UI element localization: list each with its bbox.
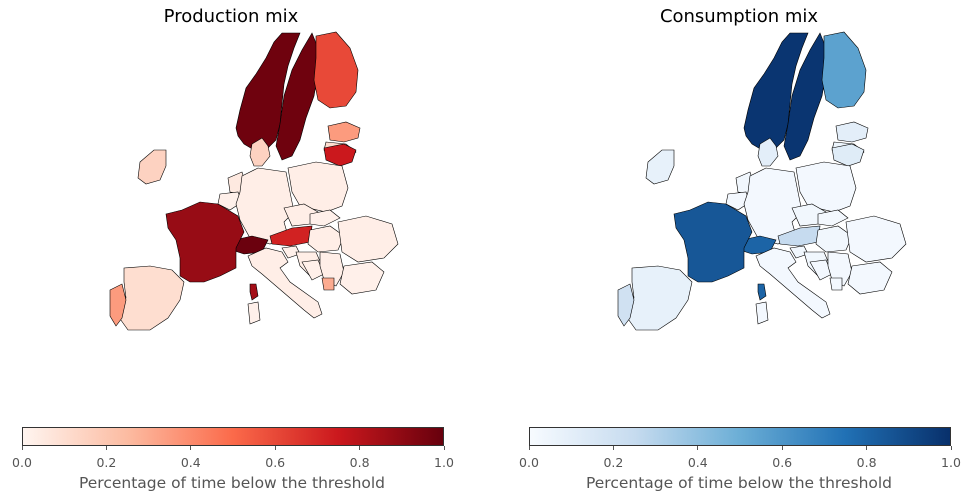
colorbar-tick-mark bbox=[359, 446, 361, 450]
country-lithuania bbox=[831, 143, 865, 167]
colorbar-tick-mark bbox=[443, 446, 445, 450]
colorbar-tick-mark bbox=[21, 446, 23, 450]
colorbar-tick-label: 0.6 bbox=[772, 455, 793, 470]
country-spain bbox=[117, 265, 185, 331]
colorbar-tick-mark bbox=[528, 446, 530, 450]
country-ireland bbox=[137, 149, 167, 185]
production-colorbar bbox=[22, 427, 444, 446]
country-serbia bbox=[827, 251, 853, 287]
country-montenegro bbox=[321, 277, 335, 291]
country-poland bbox=[795, 161, 857, 213]
colorbar-tick-mark bbox=[950, 446, 952, 450]
colorbar-tick-label: 0.2 bbox=[603, 455, 624, 470]
colorbar-tick-mark bbox=[274, 446, 276, 450]
consumption-colorbar bbox=[529, 427, 951, 446]
country-finland bbox=[313, 31, 359, 109]
colorbar-tick-mark bbox=[105, 446, 107, 450]
colorbar-tick-mark bbox=[697, 446, 699, 450]
colorbar-tick-label: 0.2 bbox=[96, 455, 117, 470]
country-portugal bbox=[109, 283, 127, 327]
colorbar-tick-label: 0.4 bbox=[687, 455, 708, 470]
country-portugal bbox=[617, 283, 635, 327]
colorbar-tick-mark bbox=[781, 446, 783, 450]
colorbar-tick-label: 0.6 bbox=[265, 455, 286, 470]
country-romania bbox=[845, 215, 907, 263]
colorbar-tick-label: 0.4 bbox=[180, 455, 201, 470]
country-denmark bbox=[757, 137, 779, 167]
country-belgium bbox=[725, 191, 751, 211]
colorbar-tick-label: 0.8 bbox=[856, 455, 877, 470]
country-hungary bbox=[307, 225, 345, 253]
colorbar-tick-label: 1.0 bbox=[941, 455, 961, 470]
country-poland bbox=[287, 161, 349, 213]
country-italy bbox=[247, 247, 323, 319]
country-slovakia bbox=[817, 209, 849, 227]
country-corsica bbox=[249, 283, 259, 301]
colorbar-tick-label: 0.8 bbox=[349, 455, 370, 470]
country-denmark bbox=[249, 137, 271, 167]
country-estonia bbox=[835, 121, 869, 143]
country-romania bbox=[337, 215, 399, 263]
country-sardinia bbox=[755, 301, 769, 325]
country-serbia bbox=[319, 251, 345, 287]
production-mix-title: Production mix bbox=[163, 6, 299, 27]
colorbar-tick-label: 0.0 bbox=[519, 455, 539, 470]
country-france bbox=[165, 201, 245, 283]
country-finland bbox=[821, 31, 867, 109]
country-montenegro bbox=[829, 277, 843, 291]
country-hungary bbox=[815, 225, 853, 253]
colorbar-tick-label: 0.0 bbox=[12, 455, 32, 470]
country-slovakia bbox=[309, 209, 341, 227]
country-ireland bbox=[645, 149, 675, 185]
colorbar-tick-mark bbox=[190, 446, 192, 450]
country-france bbox=[673, 201, 753, 283]
country-italy bbox=[755, 247, 831, 319]
consumption-mix-title: Consumption mix bbox=[659, 6, 819, 27]
country-spain bbox=[625, 265, 693, 331]
country-bulgaria bbox=[847, 261, 893, 295]
country-belgium bbox=[217, 191, 243, 211]
colorbar-tick-label: 1.0 bbox=[434, 455, 454, 470]
country-lithuania bbox=[323, 143, 357, 167]
consumption-mix-map bbox=[617, 31, 907, 331]
country-estonia bbox=[327, 121, 361, 143]
production-colorbar-label: Percentage of time below the threshold bbox=[78, 474, 386, 492]
country-sardinia bbox=[247, 301, 261, 325]
country-bulgaria bbox=[339, 261, 385, 295]
consumption-colorbar-label: Percentage of time below the threshold bbox=[585, 474, 893, 492]
colorbar-tick-mark bbox=[866, 446, 868, 450]
production-mix-map bbox=[109, 31, 399, 331]
colorbar-tick-mark bbox=[612, 446, 614, 450]
country-corsica bbox=[757, 283, 767, 301]
